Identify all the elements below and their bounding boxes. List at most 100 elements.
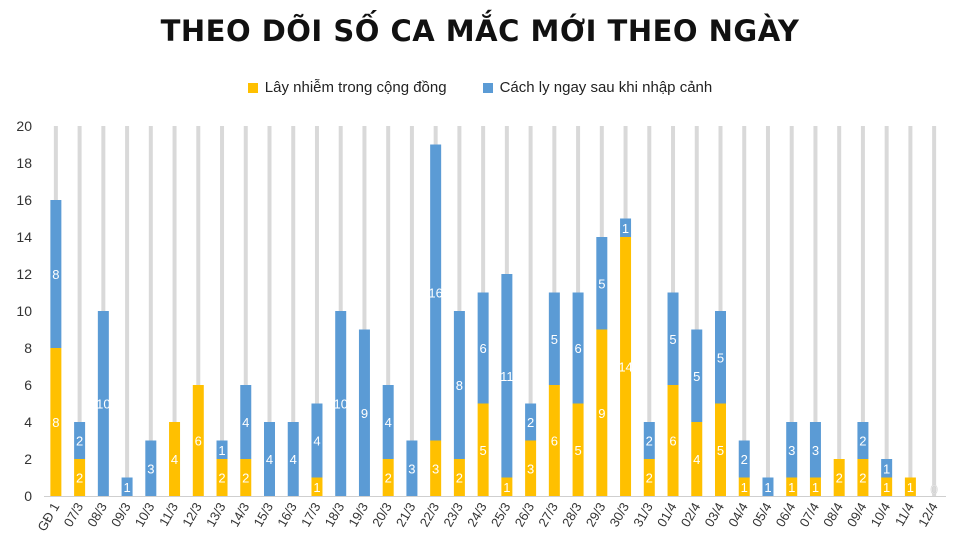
bar-quarantine [548, 292, 560, 385]
data-label-community: 2 [859, 471, 866, 486]
data-label-community: 5 [717, 443, 724, 458]
data-label-quarantine: 1 [883, 461, 890, 476]
x-tick-label: 12/3 [179, 500, 205, 529]
x-tick-label: 20/3 [369, 500, 395, 529]
data-label-quarantine: 11 [500, 369, 514, 384]
bar-quarantine [477, 292, 489, 404]
x-tick-label: 24/3 [464, 500, 490, 529]
data-label-community: 8 [52, 415, 59, 430]
x-tick-label: 03/4 [701, 500, 727, 529]
bar-community [240, 459, 252, 496]
y-tick-label: 12 [16, 266, 32, 282]
y-tick-label: 18 [16, 155, 32, 171]
bar-quarantine [121, 477, 133, 496]
legend-label-quarantine: Cách ly ngay sau khi nhập cảnh [499, 79, 713, 96]
bar-community [501, 477, 513, 496]
data-label-community: 6 [669, 434, 676, 449]
x-tick-label: 04/4 [725, 500, 751, 529]
data-label-community: 2 [456, 471, 463, 486]
x-tick-label: 05/4 [749, 500, 775, 529]
data-label-community: 1 [788, 480, 795, 495]
bar-quarantine [382, 385, 394, 459]
data-label-community: 14 [618, 360, 632, 375]
x-tick-label: 09/4 [844, 500, 870, 529]
bar-community [667, 385, 679, 496]
bar-community [216, 459, 228, 496]
y-tick-label: 10 [16, 303, 32, 319]
y-tick-label: 14 [16, 229, 32, 245]
data-label-quarantine: 5 [669, 332, 676, 347]
x-tick-label: 01/4 [654, 500, 680, 529]
x-tick-label: 21/3 [393, 500, 419, 529]
bar-quarantine [691, 329, 703, 422]
bar-quarantine [216, 440, 228, 459]
data-label-quarantine: 5 [598, 276, 605, 291]
data-label-community: 2 [242, 471, 249, 486]
bar-quarantine [50, 200, 62, 348]
data-label-quarantine: 8 [456, 378, 463, 393]
x-tick-label: 12/4 [915, 500, 941, 529]
data-label-quarantine: 9 [361, 406, 368, 421]
data-label-community: 2 [385, 471, 392, 486]
data-label-community: 1 [741, 480, 748, 495]
bar-quarantine [857, 422, 869, 459]
data-label-community: 1 [883, 480, 890, 495]
y-tick-label: 16 [16, 192, 32, 208]
x-tick-label: 08/4 [820, 500, 846, 529]
bar-community [50, 348, 62, 496]
data-label-quarantine: 10 [96, 397, 110, 412]
bar-quarantine [406, 440, 418, 496]
data-label-quarantine: 1 [123, 480, 130, 495]
x-tick-label: 07/4 [796, 500, 822, 529]
legend-label-community: Lây nhiễm trong cộng đồng [264, 79, 447, 96]
bar-community [643, 459, 655, 496]
data-label-quarantine: 4 [313, 434, 320, 449]
data-label-community: 3 [527, 461, 534, 476]
data-label-quarantine: 5 [693, 369, 700, 384]
x-tick-label: 25/3 [488, 500, 514, 529]
legend-item-quarantine: Cách ly ngay sau khi nhập cảnh [482, 79, 713, 96]
data-label-community: 1 [907, 480, 914, 495]
x-tick-label: 30/3 [607, 500, 633, 529]
bar-community [311, 477, 323, 496]
bar-community [382, 459, 394, 496]
data-label-quarantine: 6 [574, 341, 581, 356]
data-label-community: 2 [218, 471, 225, 486]
data-label-quarantine: 1 [622, 221, 629, 236]
bar-quarantine [596, 237, 608, 330]
x-tick-label: 11/4 [892, 500, 917, 529]
data-label-quarantine: 3 [408, 461, 415, 476]
bar-community [715, 403, 726, 496]
bar-quarantine [145, 440, 157, 496]
x-tick-label: 17/3 [298, 500, 324, 529]
bar-community [169, 422, 181, 496]
data-label-community: 3 [432, 461, 439, 476]
data-label-quarantine: 1 [218, 443, 225, 458]
y-tick-label: 6 [24, 377, 32, 393]
data-label-quarantine: 5 [717, 350, 724, 365]
data-label-community: 5 [574, 443, 581, 458]
y-tick-label: 8 [24, 340, 32, 356]
data-label-community: 1 [503, 480, 510, 495]
data-label-quarantine: 5 [551, 332, 558, 347]
data-label-quarantine: 3 [788, 443, 795, 458]
x-tick-label: GĐ 1 [34, 500, 62, 534]
bar-quarantine [809, 422, 821, 478]
x-tick-label: 13/3 [203, 500, 229, 529]
x-tick-label: 16/3 [274, 500, 300, 529]
data-label-community: 2 [646, 471, 653, 486]
bar-quarantine [287, 422, 299, 496]
data-label-community: 1 [812, 480, 819, 495]
bar-community [572, 403, 584, 496]
data-label-community: 4 [693, 452, 700, 467]
bar-quarantine [762, 477, 774, 496]
bar-quarantine [311, 403, 323, 478]
bar-community [881, 477, 893, 496]
bar-quarantine [881, 459, 893, 478]
data-label-quarantine: 1 [764, 480, 771, 495]
x-tick-label: 19/3 [345, 500, 371, 529]
bar-community [786, 477, 798, 496]
data-label-quarantine: 4 [385, 415, 392, 430]
x-tick-label: 02/4 [678, 500, 704, 529]
data-label-quarantine: 2 [741, 452, 748, 467]
